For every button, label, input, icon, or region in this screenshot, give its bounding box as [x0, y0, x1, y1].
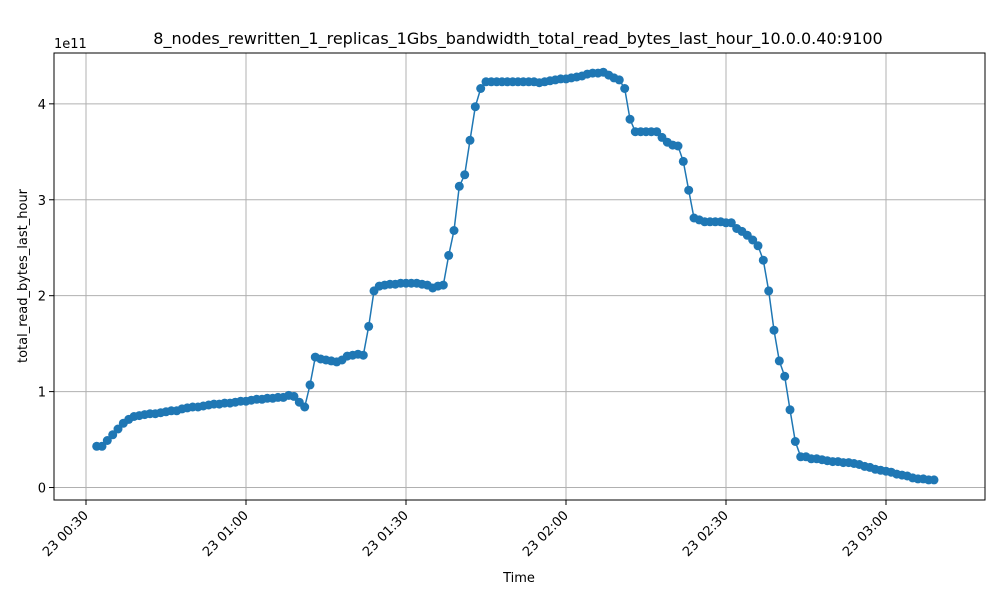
data-point: [774, 356, 784, 366]
data-point: [758, 255, 768, 265]
data-point: [454, 181, 464, 191]
plot-frame: [53, 52, 986, 501]
y-axis-ticks: 0 1 2 3 4: [38, 98, 54, 497]
data-point: [97, 441, 107, 451]
data-point: [476, 84, 486, 93]
data-point: [678, 156, 688, 166]
x-tick-label: 23 02:30: [680, 508, 732, 560]
data-point: [444, 250, 454, 260]
data-point: [748, 235, 758, 245]
grid-lines: [54, 53, 985, 500]
x-tick-label: 23 00:30: [40, 508, 92, 560]
x-tick-label: 23 01:30: [360, 508, 412, 560]
data-point: [769, 325, 779, 335]
y-tick-label: 0: [38, 482, 46, 497]
data-point: [625, 114, 635, 124]
data-point: [620, 84, 630, 93]
y-tick-label: 1: [38, 386, 46, 401]
data-point: [300, 402, 310, 412]
y-tick-label: 3: [38, 194, 46, 209]
y-offset-label: 1e11: [54, 37, 87, 52]
data-point: [358, 350, 368, 360]
x-tick-label: 23 03:00: [840, 508, 892, 560]
data-point: [652, 127, 662, 137]
data-point: [785, 405, 795, 415]
data-point: [764, 286, 774, 296]
data-point: [753, 241, 763, 251]
y-axis-label: total_read_bytes_last_hour: [16, 188, 31, 363]
x-tick-label: 23 01:00: [200, 508, 252, 560]
series-layer: [92, 67, 939, 485]
data-point: [780, 371, 790, 381]
data-point: [465, 135, 475, 145]
data-point: [460, 170, 470, 180]
data-point: [790, 437, 800, 446]
data-point: [614, 75, 624, 85]
data-point: [449, 226, 459, 235]
data-point: [929, 475, 939, 485]
data-point: [726, 218, 736, 228]
x-axis-ticks: 23 00:30 23 01:00 23 01:30 23 02:00 23 02:30…: [40, 500, 892, 560]
data-point: [470, 102, 480, 112]
data-point: [684, 185, 694, 195]
data-point: [673, 141, 683, 151]
x-tick-label: 23 02:00: [520, 508, 572, 560]
data-point: [113, 424, 123, 434]
data-point: [305, 380, 315, 390]
y-tick-label: 4: [38, 98, 46, 113]
data-point: [364, 321, 374, 331]
y-tick-label: 2: [38, 290, 46, 305]
data-point: [438, 280, 448, 290]
chart-title: 8_nodes_rewritten_1_replicas_1Gbs_bandwi…: [153, 29, 882, 49]
series-line: [96, 71, 934, 481]
x-axis-label: Time: [502, 571, 535, 586]
data-point: [108, 430, 118, 440]
data-point: [289, 391, 299, 401]
data-point: [102, 436, 112, 445]
